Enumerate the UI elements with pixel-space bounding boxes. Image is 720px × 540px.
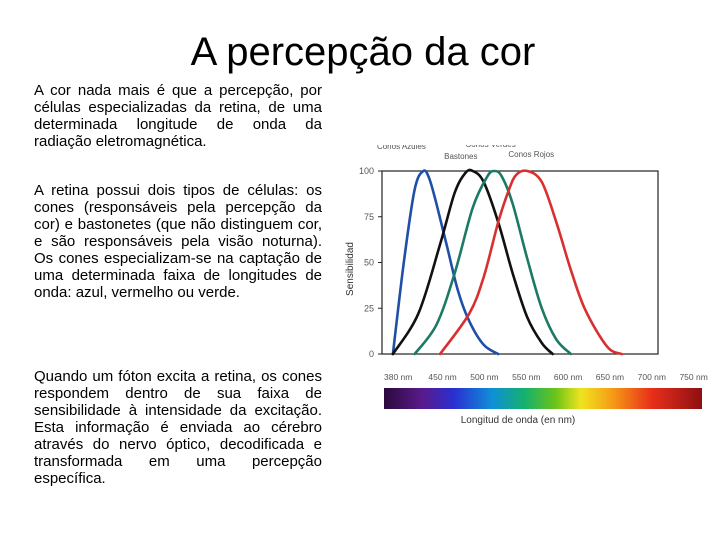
x-axis-label: Longitud de onda (en nm) bbox=[461, 415, 576, 426]
series-line-bastones bbox=[391, 168, 554, 356]
series-line-conos-rojos bbox=[438, 169, 623, 356]
x-tick-label: 450 nm bbox=[428, 372, 456, 382]
y-axis-label: Sensibilidad bbox=[345, 242, 356, 296]
series-line-conos-verdes bbox=[413, 169, 573, 356]
x-tick-label: 700 nm bbox=[638, 372, 666, 382]
x-tick-label: 500 nm bbox=[470, 372, 498, 382]
paragraph-retina-cells: A retina possui dois tipos de células: o… bbox=[34, 182, 322, 301]
x-tick-label: 380 nm bbox=[384, 372, 412, 382]
y-tick-label: 100 bbox=[359, 166, 374, 176]
y-tick-label: 75 bbox=[364, 212, 374, 222]
series-label-bastones: Bastones bbox=[444, 152, 477, 161]
spectrum-bar bbox=[384, 388, 702, 409]
series-label-conos-verdes: Conos Verdes bbox=[465, 145, 515, 149]
series-label-conos-azules: Conos Azules bbox=[377, 145, 426, 151]
paragraph-color-definition: A cor nada mais é que a percepção, por c… bbox=[34, 82, 322, 150]
x-tick-label: 550 nm bbox=[512, 372, 540, 382]
y-tick-label: 0 bbox=[369, 349, 374, 359]
slide-title: A percepção da cor bbox=[190, 30, 536, 74]
series-label-conos-rojos: Conos Rojos bbox=[508, 150, 554, 159]
series-line-conos-azules bbox=[391, 169, 500, 356]
y-tick-label: 25 bbox=[364, 303, 374, 313]
x-tick-label: 600 nm bbox=[554, 372, 582, 382]
x-tick-label: 750 nm bbox=[679, 372, 707, 382]
sensitivity-chart: 0 25 50 75 100 380 nm 450 nm 500 nm 550 nm 600 n… bbox=[345, 145, 708, 426]
y-tick-label: 50 bbox=[364, 258, 374, 268]
paragraph-photon-perception: Quando um fóton excita a retina, os cone… bbox=[34, 368, 322, 487]
plot-frame bbox=[381, 170, 659, 355]
x-tick-label: 650 nm bbox=[596, 372, 624, 382]
